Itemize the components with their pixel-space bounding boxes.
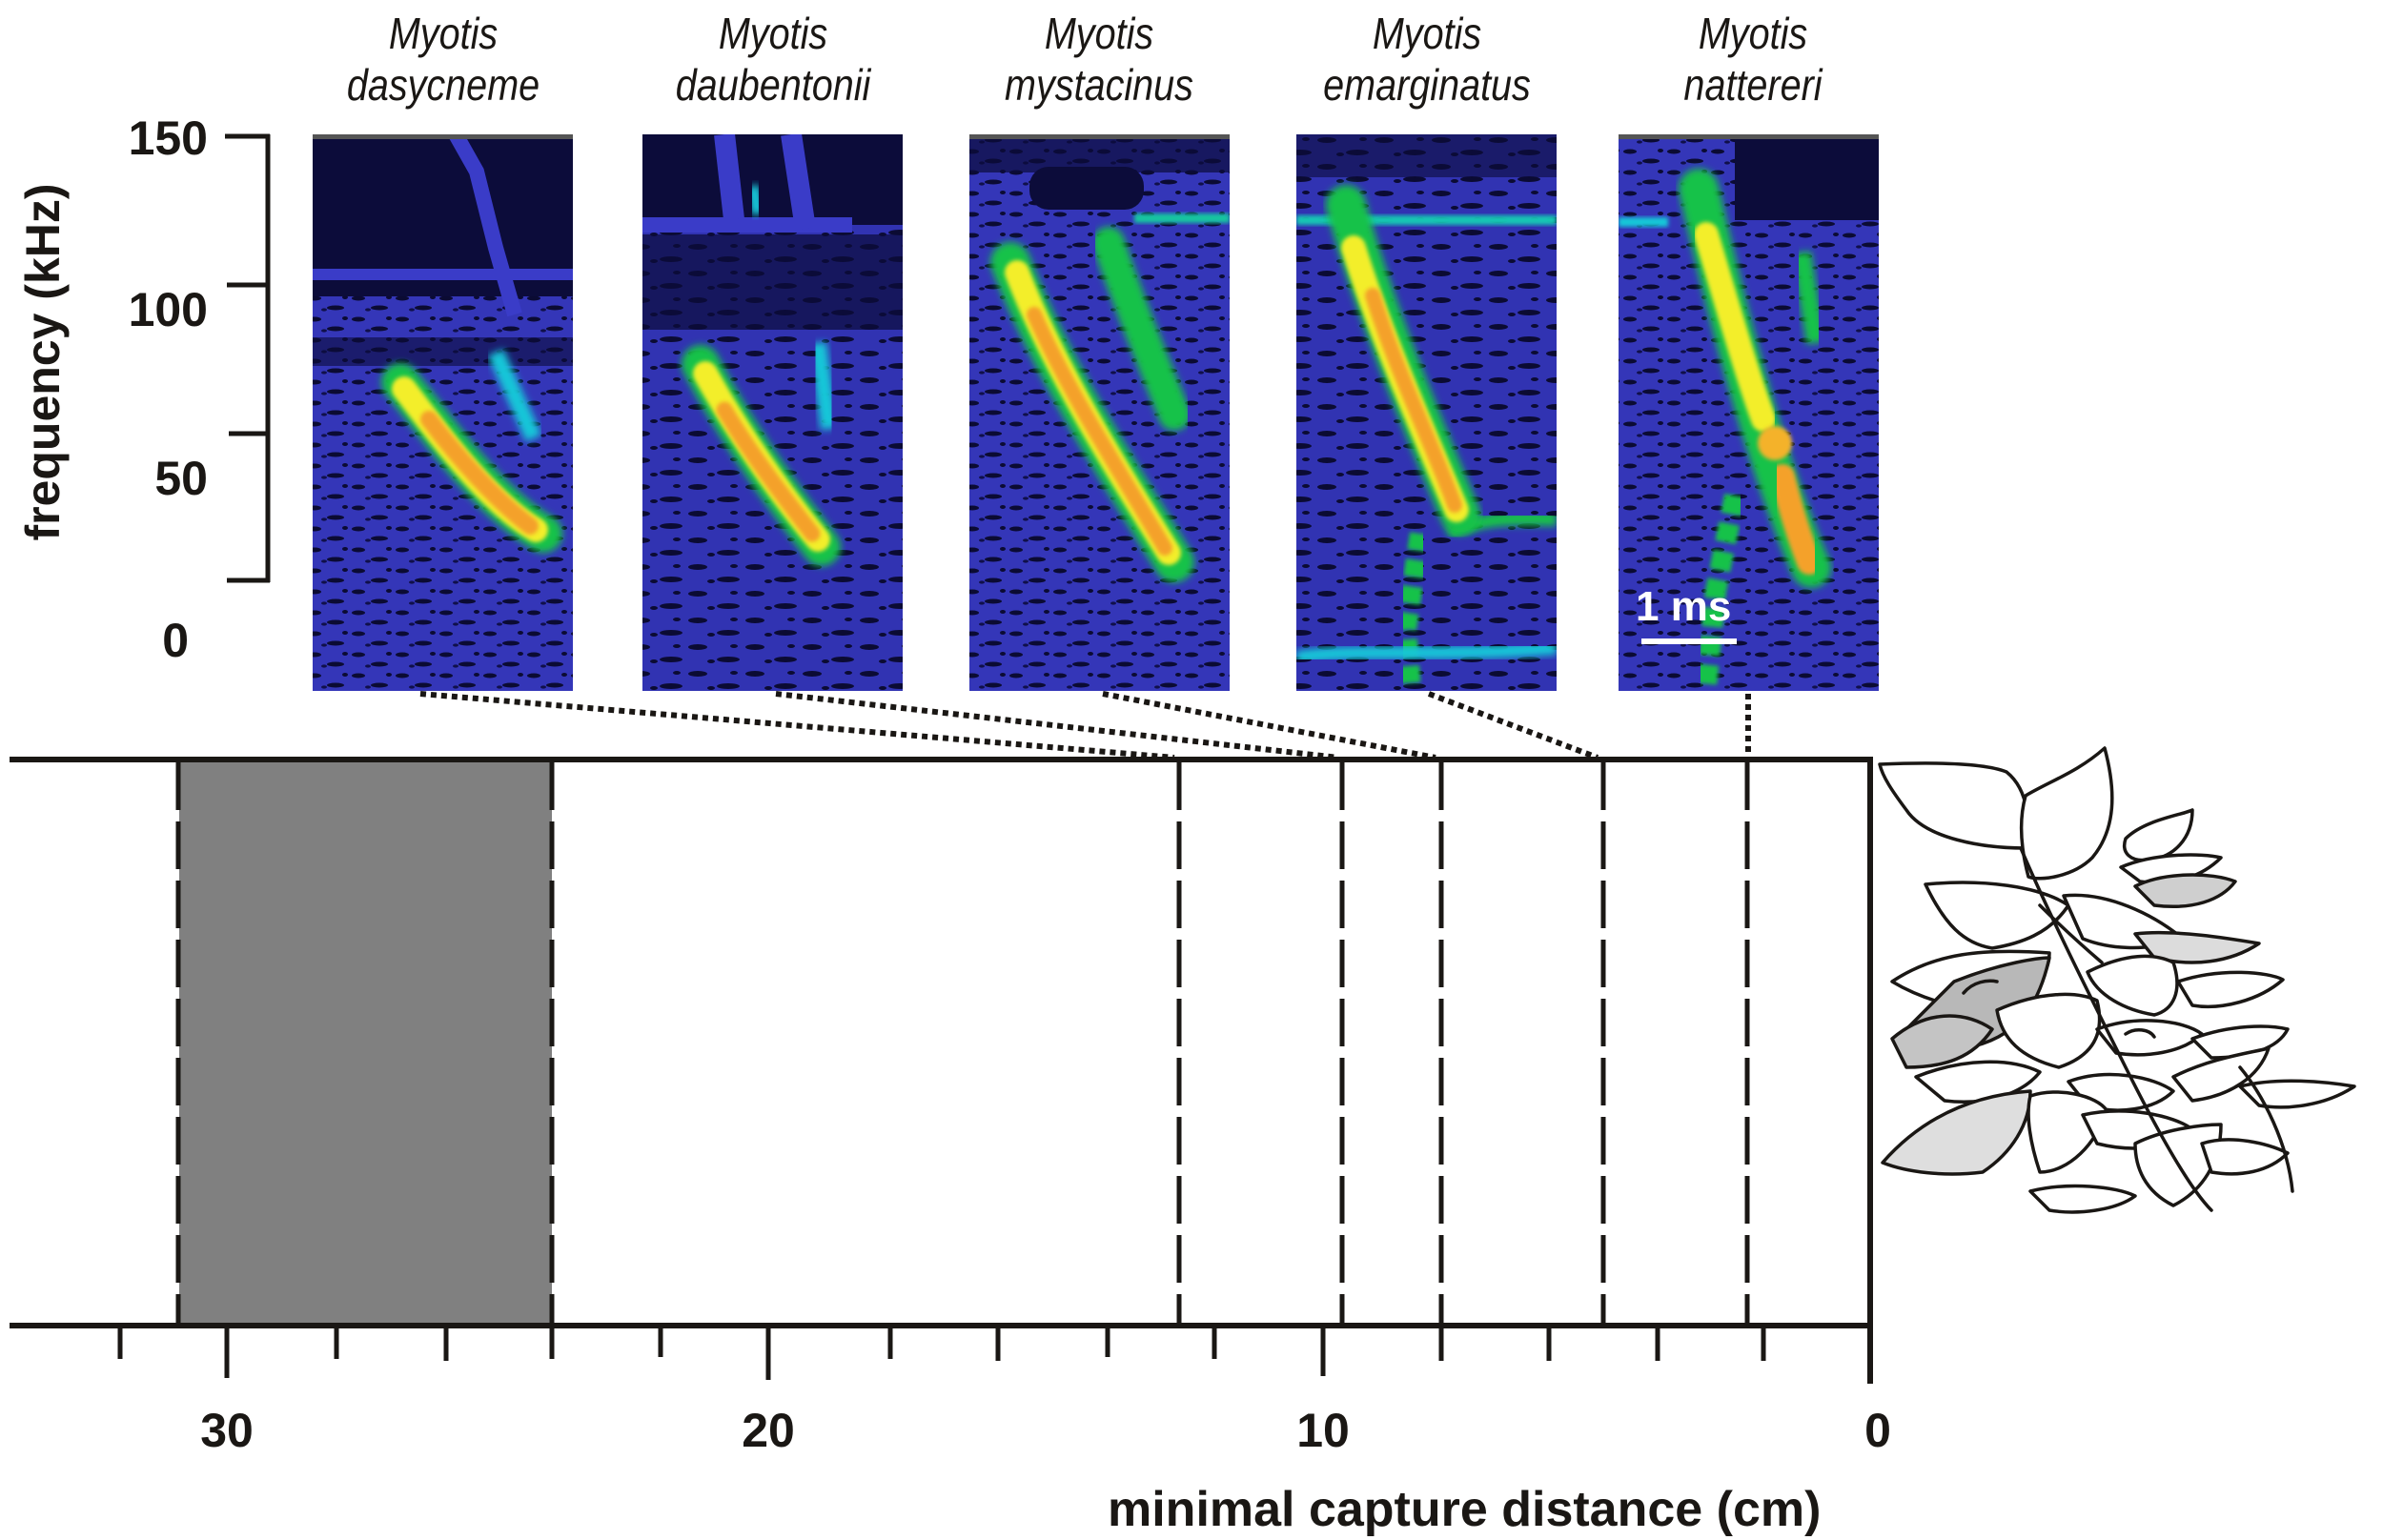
epithet-label: daubentonii — [675, 60, 871, 110]
epithet-label: emarginatus — [1323, 60, 1531, 110]
connector-lines — [419, 691, 1751, 760]
species-title-daubentonii: Myotis daubentonii — [638, 8, 908, 111]
species-title-emarginatus: Myotis emarginatus — [1292, 8, 1562, 111]
spectrogram-nattereri — [1619, 134, 1879, 691]
species-title-dasycneme: Myotis dasycneme — [308, 8, 579, 111]
y-tick-0: 0 — [162, 614, 189, 667]
y-tick-50: 50 — [154, 452, 208, 505]
spectrogram-mystacinus — [969, 134, 1230, 691]
scale-bar — [1641, 638, 1737, 644]
x-tick-30: 30 — [200, 1404, 254, 1457]
epithet-label: dasycneme — [346, 60, 540, 110]
y-tick-150: 150 — [128, 111, 208, 165]
y-tick-100: 100 — [128, 283, 208, 336]
spectrogram-daubentonii — [642, 134, 903, 691]
genus-label: Myotis — [718, 9, 828, 58]
x-tick-10: 10 — [1296, 1404, 1350, 1457]
species-title-mystacinus: Myotis mystacinus — [964, 8, 1234, 111]
x-axis-label: minimal capture distance (cm) — [1108, 1482, 1822, 1537]
genus-label: Myotis — [388, 9, 499, 58]
genus-label: Myotis — [1698, 9, 1808, 58]
x-tick-0: 0 — [1864, 1404, 1891, 1457]
epithet-label: mystacinus — [1005, 60, 1193, 110]
distance-frame — [10, 757, 1873, 1384]
genus-label: Myotis — [1044, 9, 1154, 58]
epithet-label: nattereri — [1683, 60, 1823, 110]
species-title-nattereri: Myotis nattereri — [1618, 8, 1888, 111]
shaded-range — [179, 760, 552, 1326]
genus-label: Myotis — [1372, 9, 1482, 58]
scale-bar-label: 1 ms — [1636, 583, 1732, 630]
spectrogram-emarginatus — [1296, 134, 1557, 691]
vegetation-illustration — [1878, 746, 2356, 1214]
y-axis — [225, 133, 271, 583]
distance-markers — [175, 762, 1750, 1326]
spectrogram-dasycneme — [313, 134, 573, 691]
x-axis-ticks — [117, 1326, 1766, 1380]
x-tick-20: 20 — [742, 1404, 795, 1457]
